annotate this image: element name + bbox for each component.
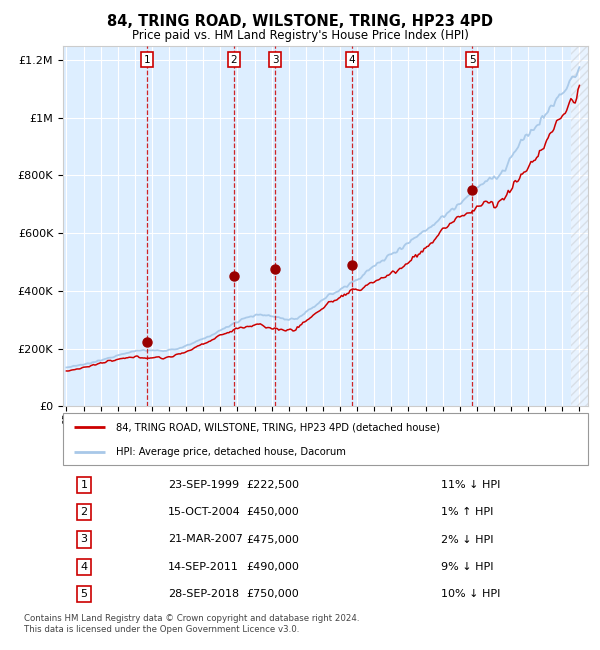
Text: 5: 5 <box>469 55 476 64</box>
Text: 3: 3 <box>272 55 279 64</box>
Text: 84, TRING ROAD, WILSTONE, TRING, HP23 4PD: 84, TRING ROAD, WILSTONE, TRING, HP23 4P… <box>107 14 493 29</box>
Bar <box>571 46 588 406</box>
Text: 4: 4 <box>349 55 355 64</box>
Text: £222,500: £222,500 <box>246 480 299 490</box>
FancyBboxPatch shape <box>63 413 588 465</box>
Text: 2: 2 <box>80 507 88 517</box>
Text: 15-OCT-2004: 15-OCT-2004 <box>168 507 241 517</box>
Text: Contains HM Land Registry data © Crown copyright and database right 2024.
This d: Contains HM Land Registry data © Crown c… <box>24 614 359 634</box>
Text: 1: 1 <box>144 55 151 64</box>
Text: £750,000: £750,000 <box>247 589 299 599</box>
Text: £450,000: £450,000 <box>247 507 299 517</box>
Text: 14-SEP-2011: 14-SEP-2011 <box>168 562 239 572</box>
Text: 3: 3 <box>80 534 88 545</box>
Text: 11% ↓ HPI: 11% ↓ HPI <box>441 480 500 490</box>
Text: 23-SEP-1999: 23-SEP-1999 <box>168 480 239 490</box>
Text: 28-SEP-2018: 28-SEP-2018 <box>168 589 239 599</box>
Text: 9% ↓ HPI: 9% ↓ HPI <box>441 562 493 572</box>
Text: £490,000: £490,000 <box>247 562 299 572</box>
Text: 21-MAR-2007: 21-MAR-2007 <box>168 534 243 545</box>
Text: 2: 2 <box>230 55 237 64</box>
Text: 1% ↑ HPI: 1% ↑ HPI <box>441 507 493 517</box>
Text: Price paid vs. HM Land Registry's House Price Index (HPI): Price paid vs. HM Land Registry's House … <box>131 29 469 42</box>
Text: 4: 4 <box>80 562 88 572</box>
Text: 10% ↓ HPI: 10% ↓ HPI <box>441 589 500 599</box>
Text: 5: 5 <box>80 589 88 599</box>
Text: HPI: Average price, detached house, Dacorum: HPI: Average price, detached house, Daco… <box>115 447 346 457</box>
Text: £475,000: £475,000 <box>247 534 299 545</box>
Text: 1: 1 <box>80 480 88 490</box>
Text: 2% ↓ HPI: 2% ↓ HPI <box>441 534 493 545</box>
Text: 84, TRING ROAD, WILSTONE, TRING, HP23 4PD (detached house): 84, TRING ROAD, WILSTONE, TRING, HP23 4P… <box>115 422 439 432</box>
